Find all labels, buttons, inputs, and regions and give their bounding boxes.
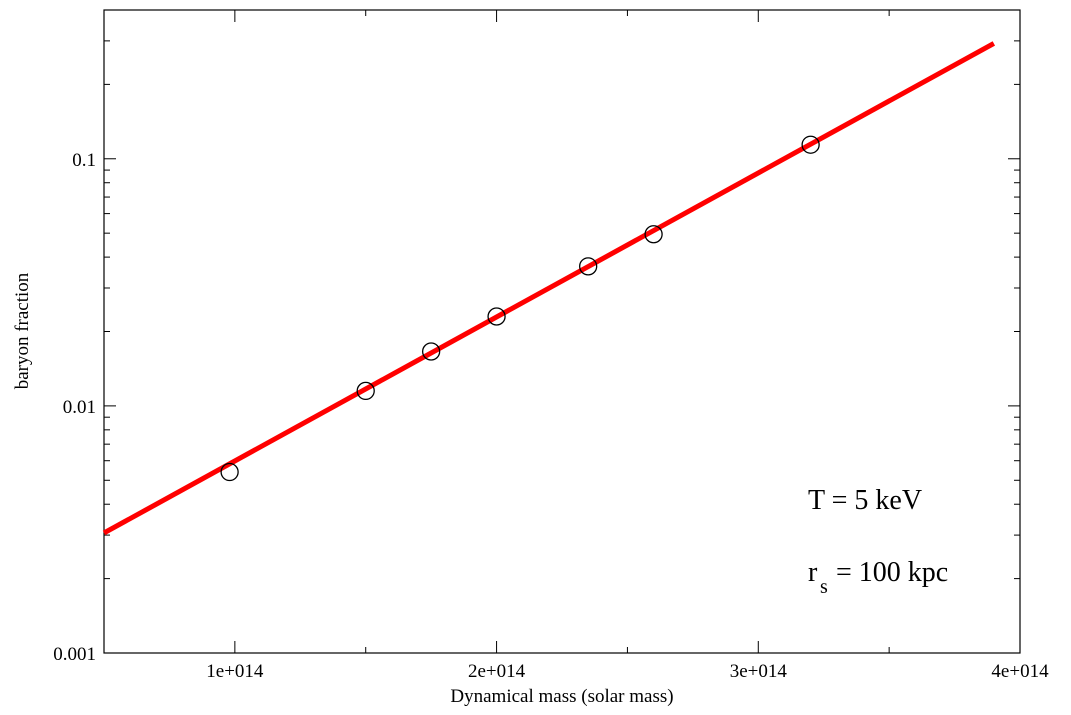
x-tick-label: 1e+014 — [206, 661, 264, 682]
data-point — [801, 135, 820, 154]
data-point — [579, 257, 598, 276]
data-point — [356, 381, 375, 401]
data-point — [644, 225, 663, 244]
y-axis-title: baryon fraction — [12, 272, 33, 389]
annotation-radius-subscript: s — [820, 576, 828, 598]
x-tick-label: 3e+014 — [730, 661, 788, 682]
axis-ticks: 1e+014 2e+014 3e+014 4e+014 0.001 0.01 0.1 — [53, 10, 1049, 682]
x-tick-label: 2e+014 — [468, 661, 526, 682]
fit-line — [102, 41, 996, 536]
annotation-radius: r s = 100 kpc — [808, 557, 948, 598]
annotation-temperature: T = 5 keV — [808, 485, 922, 516]
y-tick-label: 0.01 — [63, 397, 96, 418]
data-point — [421, 342, 441, 361]
y-tick-label: 0.001 — [53, 644, 96, 665]
y-tick-label: 0.1 — [72, 150, 96, 171]
annotation-radius-value: = 100 kpc — [836, 557, 948, 588]
x-axis-title: Dynamical mass (solar mass) — [450, 686, 673, 707]
x-tick-label: 4e+014 — [991, 661, 1049, 682]
data-point — [487, 307, 506, 326]
data-point — [220, 462, 239, 482]
annotation-radius-symbol: r — [808, 557, 818, 588]
series-layer — [102, 41, 996, 536]
